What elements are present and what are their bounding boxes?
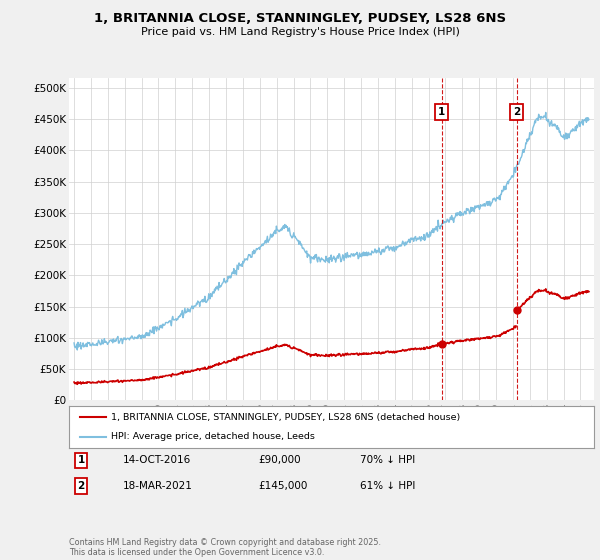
Text: HPI: Average price, detached house, Leeds: HPI: Average price, detached house, Leed…: [111, 432, 315, 441]
Text: 2: 2: [513, 107, 520, 117]
Text: Price paid vs. HM Land Registry's House Price Index (HPI): Price paid vs. HM Land Registry's House …: [140, 27, 460, 37]
Text: 70% ↓ HPI: 70% ↓ HPI: [360, 455, 415, 465]
Text: £90,000: £90,000: [258, 455, 301, 465]
Text: 61% ↓ HPI: 61% ↓ HPI: [360, 481, 415, 491]
Text: Contains HM Land Registry data © Crown copyright and database right 2025.
This d: Contains HM Land Registry data © Crown c…: [69, 538, 381, 557]
Text: £145,000: £145,000: [258, 481, 307, 491]
Text: 1, BRITANNIA CLOSE, STANNINGLEY, PUDSEY, LS28 6NS (detached house): 1, BRITANNIA CLOSE, STANNINGLEY, PUDSEY,…: [111, 413, 460, 422]
Text: 14-OCT-2016: 14-OCT-2016: [123, 455, 191, 465]
Text: 18-MAR-2021: 18-MAR-2021: [123, 481, 193, 491]
Text: 1, BRITANNIA CLOSE, STANNINGLEY, PUDSEY, LS28 6NS: 1, BRITANNIA CLOSE, STANNINGLEY, PUDSEY,…: [94, 12, 506, 25]
Text: 1: 1: [77, 455, 85, 465]
Text: 1: 1: [438, 107, 446, 117]
Text: 2: 2: [77, 481, 85, 491]
